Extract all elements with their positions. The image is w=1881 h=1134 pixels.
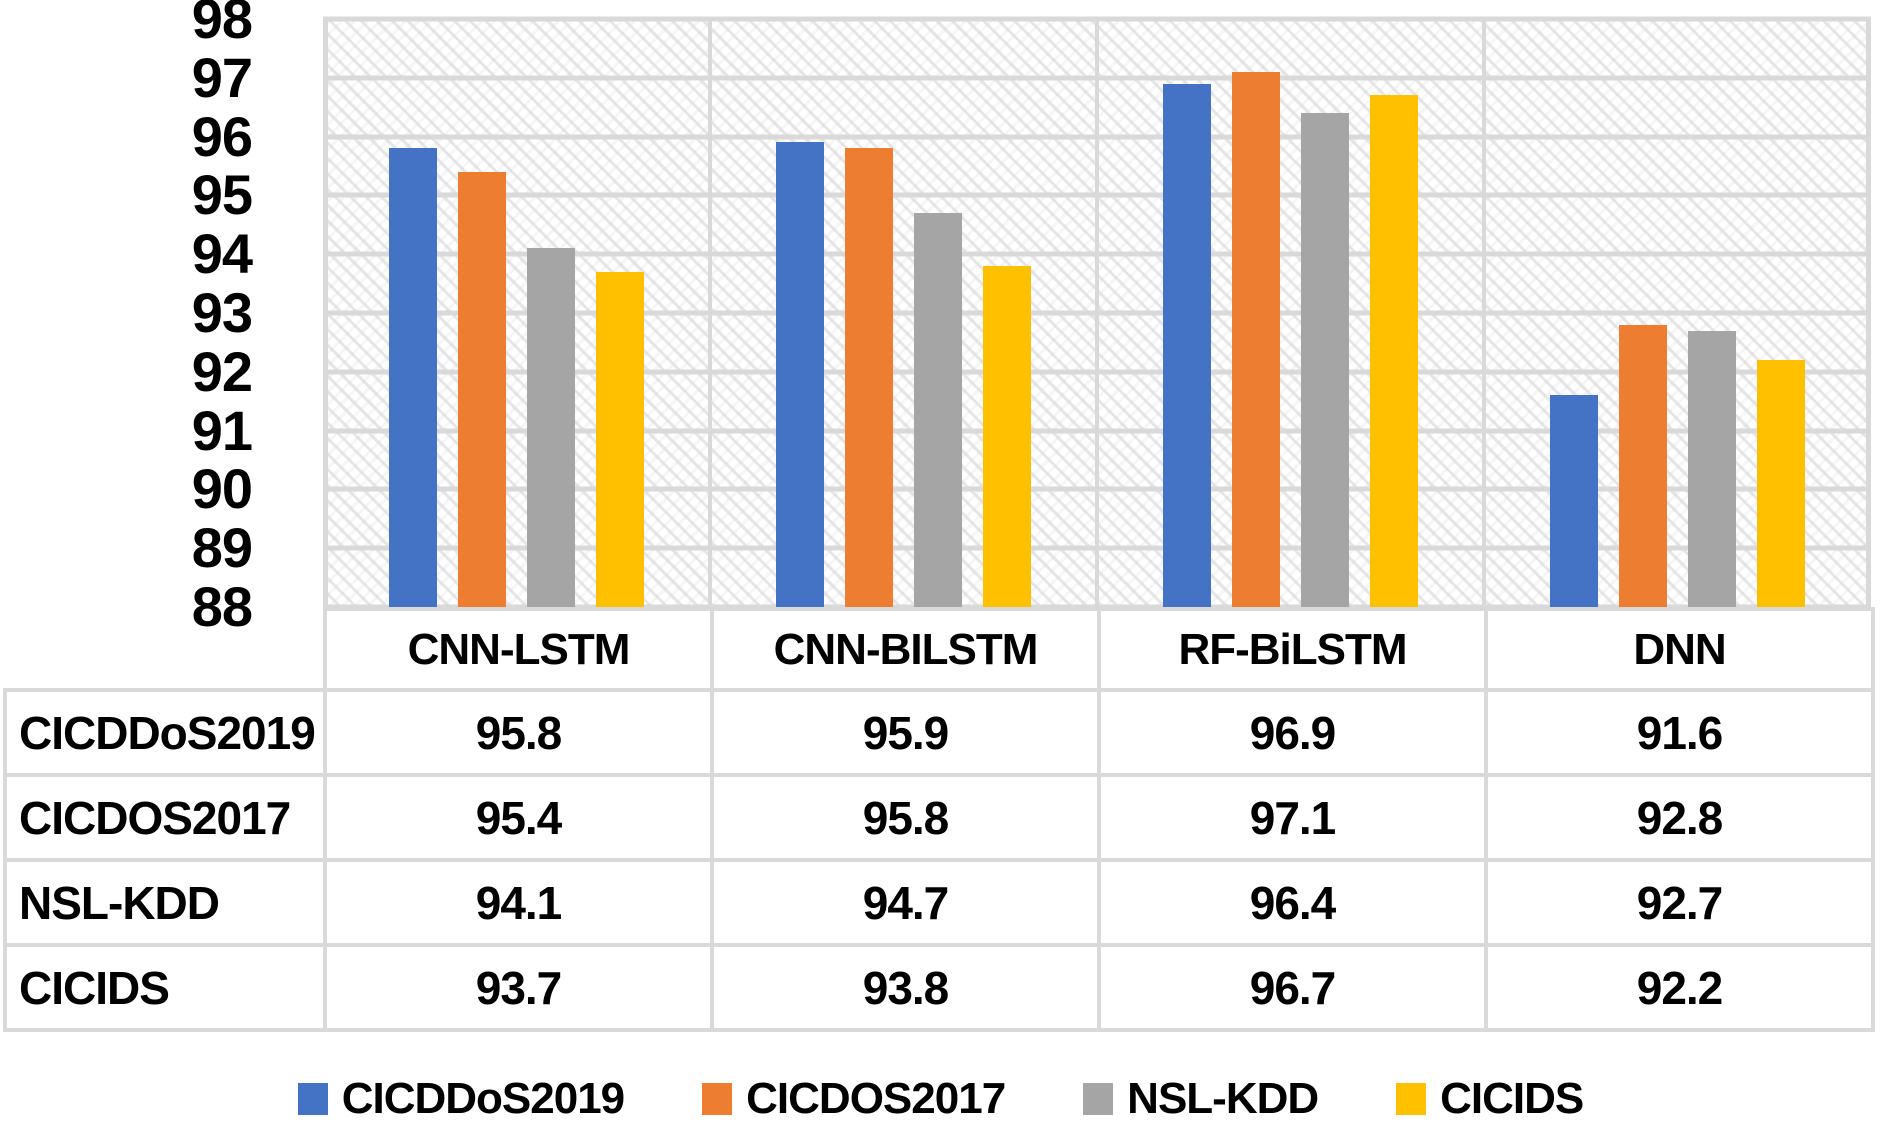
y-axis-tick-label: 90: [191, 457, 253, 521]
value-nsl-kdd-rf-bilstm: 96.4: [1097, 858, 1488, 947]
y-axis-tick-label: 97: [191, 45, 253, 109]
legend-label-cicddos2019: CICDDoS2019: [341, 1074, 625, 1123]
legend-item-nsl-kdd: NSL-KDD: [1083, 1074, 1319, 1123]
bar-nsl-kdd-rf-bilstm: [1301, 113, 1349, 607]
y-axis-tick-label: 93: [191, 281, 253, 344]
bar-cicids-cnn-bilstm: [983, 265, 1031, 607]
y-axis-tick-label: 96: [191, 104, 253, 168]
bar-cicddos2019-dnn: [1550, 395, 1598, 607]
y-axis-tick-label: 98: [191, 0, 253, 50]
value-cicddos2019-dnn: 91.6: [1484, 688, 1875, 777]
value-cicids-cnn-bilstm: 93.8: [710, 943, 1101, 1032]
bar-group-cnn-bilstm: [710, 19, 1097, 607]
series-label-nsl-kdd: NSL-KDD: [3, 858, 327, 947]
legend-item-cicddos2019: CICDDoS2019: [297, 1074, 625, 1123]
bar-cicids-rf-bilstm: [1370, 95, 1418, 607]
category-header-rf-bilstm: RF-BiLSTM: [1097, 607, 1488, 692]
value-cicids-rf-bilstm: 96.7: [1097, 943, 1488, 1032]
bar-cicdos2017-cnn-bilstm: [845, 148, 893, 607]
value-cicdos2017-cnn-lstm: 95.4: [323, 773, 714, 862]
bar-group-rf-bilstm: [1097, 19, 1484, 607]
series-label-cicids: CICIDS: [3, 943, 327, 1032]
legend-label-cicids: CICIDS: [1440, 1074, 1584, 1123]
table-row-cicdos2017: CICDOS2017 95.4 95.8 97.1 92.8: [3, 773, 1875, 862]
y-axis-tick-label: 95: [191, 163, 253, 227]
gridline-88: [323, 604, 1871, 610]
bar-cicids-cnn-lstm: [596, 271, 644, 607]
bar-cicddos2019-cnn-lstm: [389, 148, 437, 607]
legend-swatch-cicddos2019: [297, 1083, 328, 1115]
legend-item-cicids: CICIDS: [1396, 1074, 1584, 1123]
bar-cicddos2019-rf-bilstm: [1163, 83, 1211, 607]
bar-group-dnn: [1484, 19, 1871, 607]
table-header-row: CNN-LSTM CNN-BILSTM RF-BiLSTM DNN: [5, 607, 1875, 692]
plot-border: [323, 19, 328, 607]
bar-group-cnn-lstm: [323, 19, 710, 607]
legend-swatch-cicdos2017: [702, 1083, 733, 1115]
legend: CICDDoS2019 CICDOS2017 NSL-KDD CICIDS: [0, 1068, 1881, 1130]
legend-swatch-nsl-kdd: [1083, 1083, 1114, 1115]
value-cicdos2017-rf-bilstm: 97.1: [1097, 773, 1488, 862]
category-header-dnn: DNN: [1484, 607, 1875, 692]
bar-cicdos2017-cnn-lstm: [458, 171, 506, 607]
value-nsl-kdd-cnn-bilstm: 94.7: [710, 858, 1101, 947]
y-axis-tick-label: 89: [191, 516, 253, 580]
bar-cicdos2017-rf-bilstm: [1232, 71, 1280, 607]
bar-cicids-dnn: [1757, 360, 1805, 607]
table-corner-cell: [5, 609, 325, 690]
data-table: CNN-LSTM CNN-BILSTM RF-BiLSTM DNN CICDDoS201…: [3, 607, 1875, 1032]
value-cicids-cnn-lstm: 93.7: [323, 943, 714, 1032]
series-label-cicdos2017: CICDOS2017: [3, 773, 327, 862]
value-cicids-dnn: 92.2: [1484, 943, 1875, 1032]
category-divider: [1482, 19, 1486, 607]
bar-cicddos2019-cnn-bilstm: [776, 142, 824, 607]
value-cicddos2019-cnn-bilstm: 95.9: [710, 688, 1101, 777]
legend-label-nsl-kdd: NSL-KDD: [1127, 1074, 1319, 1123]
category-divider: [1095, 19, 1099, 607]
bar-nsl-kdd-dnn: [1688, 330, 1736, 607]
category-divider: [708, 19, 712, 607]
legend-item-cicdos2017: CICDOS2017: [702, 1074, 1006, 1123]
y-axis-tick-label: 88: [191, 575, 253, 638]
value-nsl-kdd-cnn-lstm: 94.1: [323, 858, 714, 947]
y-axis-tick-label: 94: [191, 222, 253, 286]
bar-nsl-kdd-cnn-bilstm: [914, 213, 962, 607]
plot-border: [1866, 19, 1871, 607]
value-cicddos2019-cnn-lstm: 95.8: [323, 688, 714, 777]
value-nsl-kdd-dnn: 92.7: [1484, 858, 1875, 947]
value-cicdos2017-cnn-bilstm: 95.8: [710, 773, 1101, 862]
category-header-cnn-bilstm: CNN-BILSTM: [710, 607, 1101, 692]
legend-swatch-cicids: [1396, 1083, 1427, 1115]
bar-nsl-kdd-cnn-lstm: [527, 248, 575, 607]
table-row-nsl-kdd: NSL-KDD 94.1 94.7 96.4 92.7: [3, 858, 1875, 947]
bar-cicdos2017-dnn: [1619, 324, 1667, 607]
table-row-cicids: CICIDS 93.7 93.8 96.7 92.2: [3, 943, 1875, 1032]
legend-label-cicdos2017: CICDOS2017: [746, 1074, 1006, 1123]
y-axis-tick-label: 92: [191, 339, 253, 403]
plot-area: [323, 16, 1871, 610]
value-cicddos2019-rf-bilstm: 96.9: [1097, 688, 1488, 777]
table-row-cicddos2019: CICDDoS2019 95.8 95.9 96.9 91.6: [3, 688, 1875, 777]
y-axis-tick-label: 91: [191, 398, 253, 462]
value-cicdos2017-dnn: 92.8: [1484, 773, 1875, 862]
category-header-cnn-lstm: CNN-LSTM: [323, 607, 714, 692]
series-label-cicddos2019: CICDDoS2019: [3, 688, 327, 777]
y-axis: 98 97 96 95 94 93 92 91 90 89 88: [0, 0, 253, 680]
